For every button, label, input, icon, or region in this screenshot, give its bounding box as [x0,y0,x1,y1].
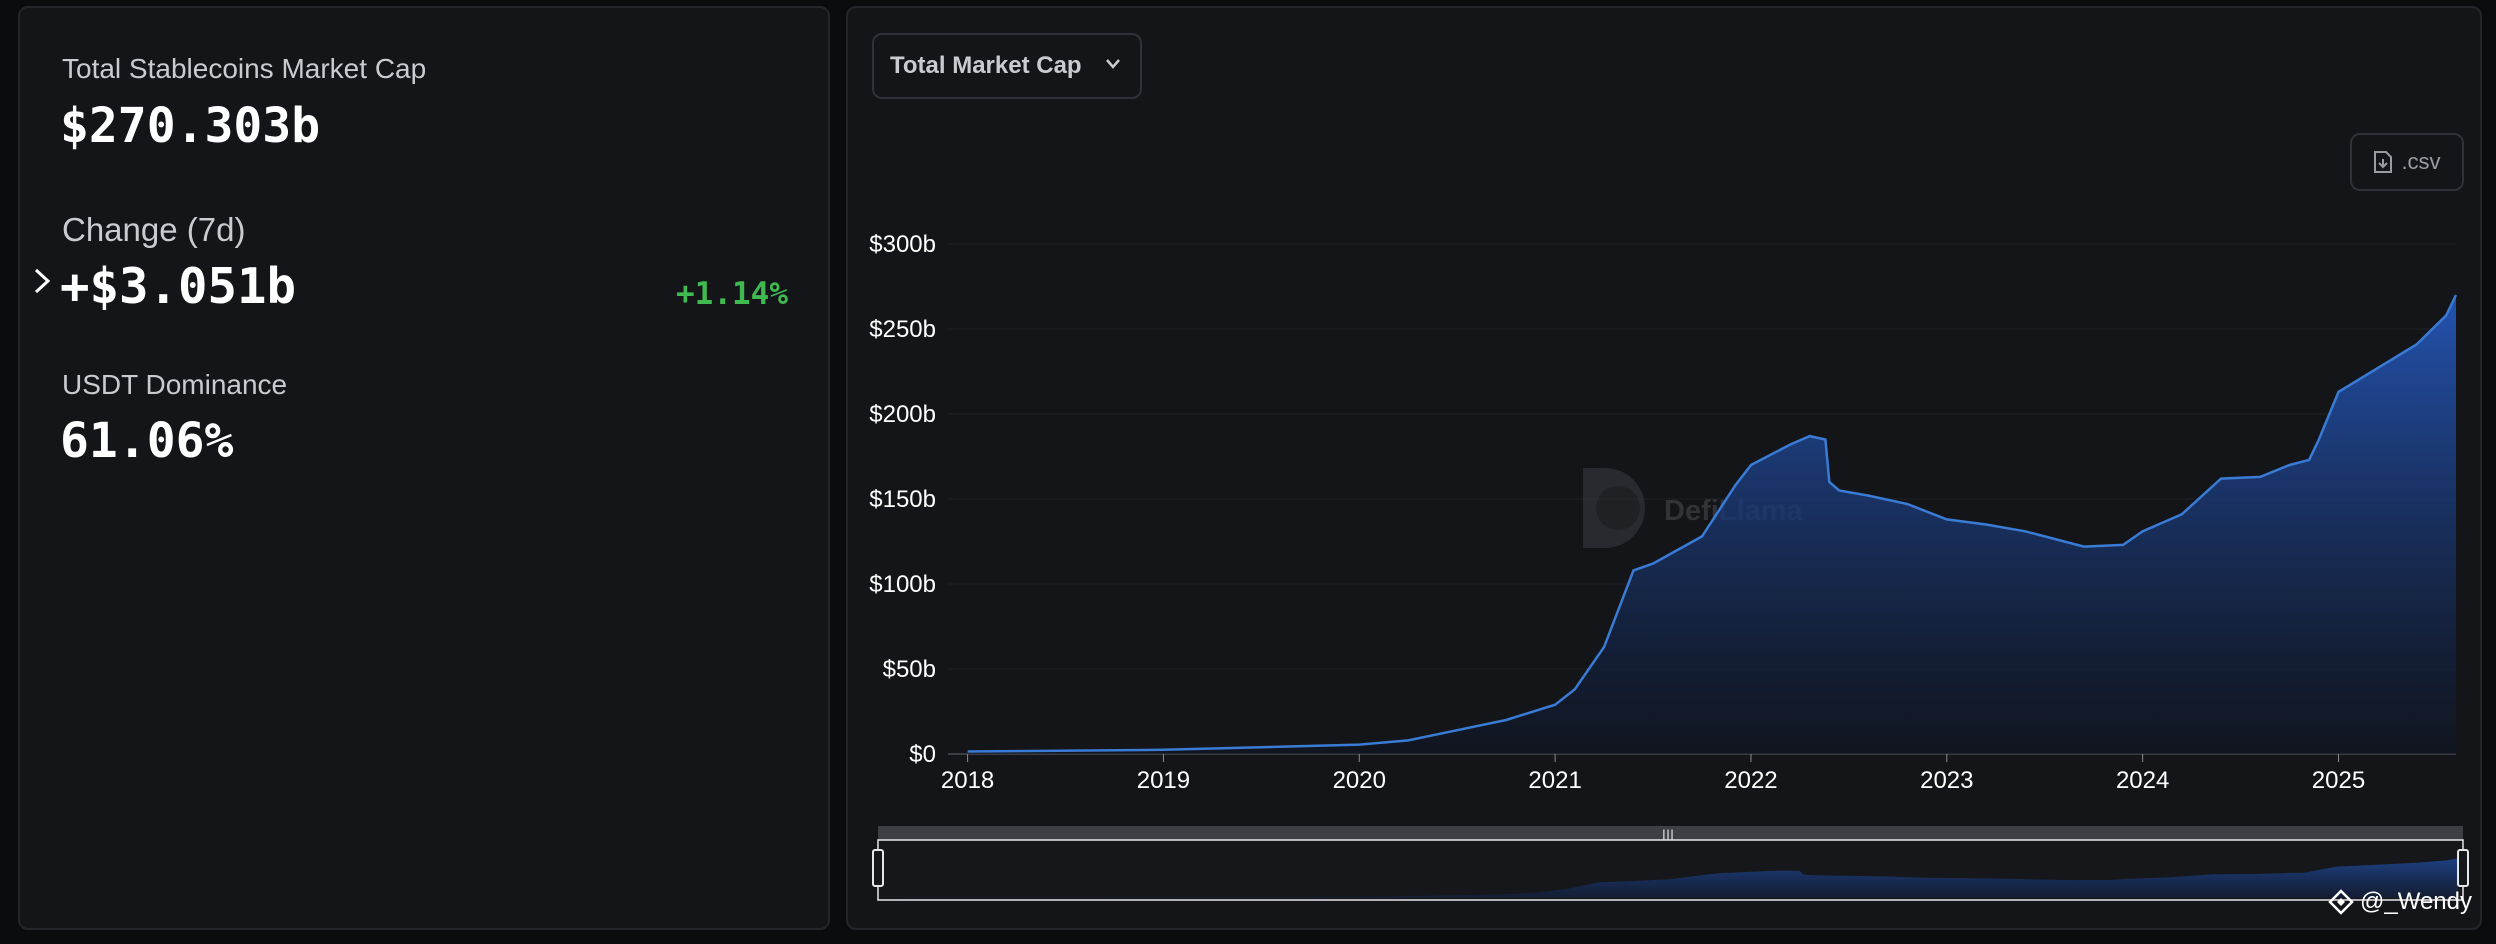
chart-panel: Total Market Cap .csv $0 $50b $100b $150b $2… [846,6,2482,930]
x-tick-label: 2019 [1137,767,1190,794]
chevron-right-icon[interactable] [30,266,56,296]
credit-watermark: @_Wendy [2328,888,2472,916]
total-mcap-value: $270.303b [60,98,321,154]
change-7d-value: +$3.051b [60,258,297,315]
usdt-dominance-label: USDT Dominance [62,369,288,400]
usdt-dominance-value: 61.06% [60,413,234,469]
metric-select[interactable]: Total Market Cap [872,33,1142,99]
x-tick-label: 2024 [2116,767,2169,794]
x-tick-label: 2020 [1333,767,1386,794]
y-tick-label: $50b [883,656,936,683]
x-tick-label: 2021 [1528,767,1581,794]
x-tick-label: 2022 [1724,767,1777,794]
metric-select-value: Total Market Cap [890,52,1082,79]
file-download-icon [2374,151,2393,173]
market-cap-chart[interactable]: $0 $50b $100b $150b $200b $250b $300b 2018 2019… [848,8,2480,928]
y-tick-label: $150b [869,486,936,513]
total-mcap-label: Total Stablecoins Market Cap [62,53,427,84]
brush-right-handle[interactable] [2457,849,2469,887]
change-7d-label: Change (7d) [62,211,246,248]
y-tick-label: $300b [869,231,936,258]
brush-track[interactable] [878,826,2463,840]
y-tick-label: $200b [869,401,936,428]
x-tick-label: 2025 [2312,767,2365,794]
x-tick-label: 2023 [1920,767,1973,794]
range-brush[interactable]: ||| [872,826,2469,901]
market-cap-line [967,294,2458,753]
y-tick-label: $250b [869,316,936,343]
credit-text: @_Wendy [2360,888,2472,915]
x-tick-label: 2018 [941,767,994,794]
chevron-down-icon [1106,59,1120,69]
binance-square-icon [2328,889,2354,915]
brush-left-handle[interactable] [872,849,884,887]
brush-grip-icon[interactable]: ||| [1662,828,1674,842]
csv-download-button[interactable]: .csv [2350,133,2464,191]
csv-label: .csv [2401,149,2441,174]
market-cap-area [967,295,2456,754]
y-tick-label: $100b [869,571,936,598]
change-7d-percent: +1.14% [676,276,788,312]
y-tick-label: $0 [909,741,936,768]
mini-market-cap-area [903,858,2458,898]
stats-panel: Total Stablecoins Market Cap $270.303b C… [18,6,830,930]
